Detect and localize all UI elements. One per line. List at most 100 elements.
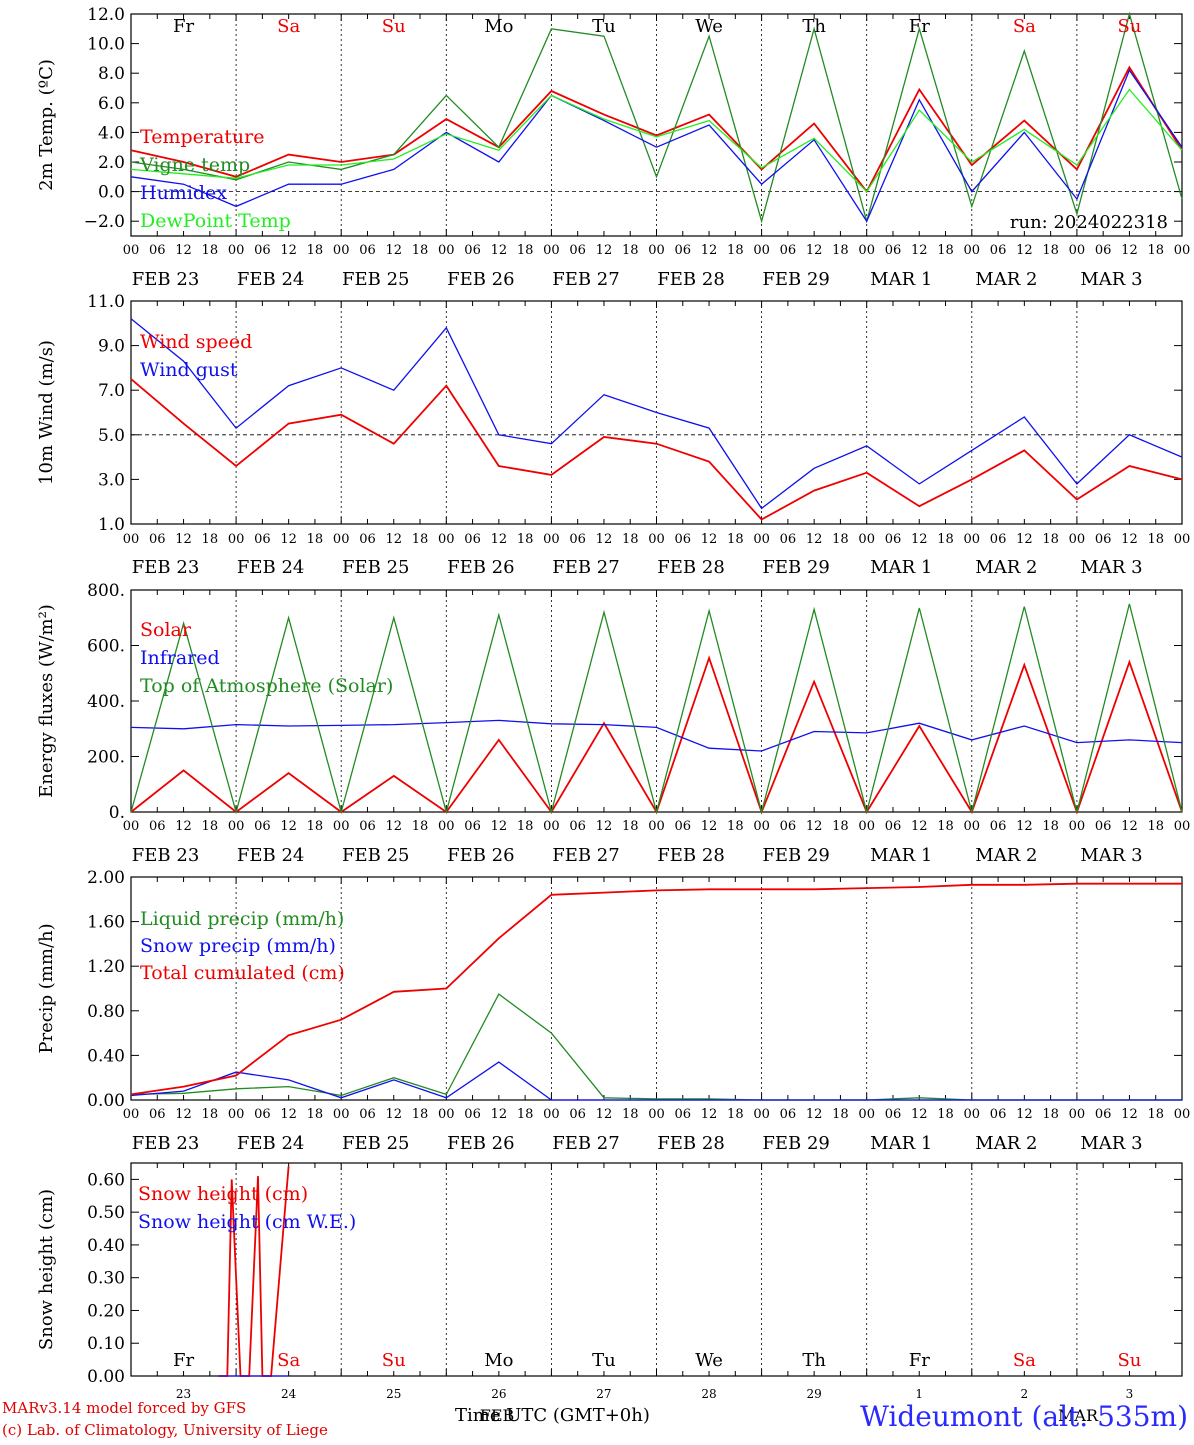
x-hour-label: 06 bbox=[885, 1107, 902, 1122]
x-hour-label: 18 bbox=[727, 819, 744, 834]
y-tick-label: 600. bbox=[87, 637, 125, 657]
x-hour-label: 06 bbox=[990, 243, 1007, 258]
day-of-week-label: Th bbox=[802, 16, 826, 37]
x-hour-label: 06 bbox=[1095, 819, 1112, 834]
x-hour-label: 00 bbox=[1069, 1107, 1086, 1122]
date-label: FEB 24 bbox=[237, 1133, 304, 1154]
day-of-week-label: Tu bbox=[592, 16, 616, 37]
x-hour-label: 06 bbox=[464, 243, 481, 258]
date-label: FEB 29 bbox=[762, 269, 829, 290]
day-of-week-label: Sa bbox=[277, 16, 300, 37]
x-hour-label: 06 bbox=[569, 819, 586, 834]
day-of-week-label: Fr bbox=[173, 16, 194, 37]
x-hour-label: 00 bbox=[648, 1107, 665, 1122]
legend-entry: Humidex bbox=[140, 182, 227, 204]
date-label: FEB 25 bbox=[342, 1133, 409, 1154]
series-line bbox=[130, 318, 1183, 510]
date-label: MAR 1 bbox=[870, 557, 932, 578]
x-hour-label: 06 bbox=[569, 1107, 586, 1122]
y-tick-label: 3.0 bbox=[98, 470, 125, 490]
date-label: FEB 24 bbox=[237, 269, 304, 290]
x-hour-label: 12 bbox=[806, 1107, 823, 1122]
y-tick-label: 2.00 bbox=[87, 868, 125, 888]
y-tick-label: 0.00 bbox=[87, 1091, 125, 1111]
day-of-week-label: Su bbox=[382, 1350, 406, 1371]
x-hour-label: 12 bbox=[596, 819, 613, 834]
date-label: MAR 2 bbox=[975, 557, 1037, 578]
bottom-day-number: 26 bbox=[491, 1387, 506, 1401]
x-hour-label: 12 bbox=[385, 1107, 402, 1122]
x-hour-label: 00 bbox=[858, 243, 875, 258]
x-hour-label: 00 bbox=[543, 532, 560, 547]
legend-entry: DewPoint Temp bbox=[140, 210, 291, 232]
y-tick-label: 0.60 bbox=[87, 1170, 125, 1190]
x-hour-label: 06 bbox=[149, 1107, 166, 1122]
bottom-day-number: 2 bbox=[1021, 1387, 1029, 1401]
day-of-week-label: Su bbox=[1117, 1350, 1141, 1371]
x-hour-label: 00 bbox=[1174, 532, 1191, 547]
legend-entry: Snow precip (mm/h) bbox=[140, 935, 336, 957]
legend-entry: Wind speed bbox=[140, 331, 252, 353]
y-axis-label: Precip (mm/h) bbox=[36, 923, 57, 1053]
x-hour-label: 00 bbox=[228, 243, 245, 258]
x-hour-label: 00 bbox=[858, 532, 875, 547]
x-hour-label: 18 bbox=[1042, 532, 1059, 547]
x-hour-label: 18 bbox=[517, 243, 534, 258]
x-hour-label: 18 bbox=[937, 243, 954, 258]
x-hour-label: 06 bbox=[885, 243, 902, 258]
day-of-week-label: Sa bbox=[1013, 1350, 1036, 1371]
x-hour-label: 06 bbox=[464, 532, 481, 547]
x-hour-label: 06 bbox=[780, 243, 797, 258]
y-axis-label: Energy fluxes (W/m²) bbox=[36, 604, 57, 798]
x-hour-label: 18 bbox=[307, 243, 324, 258]
x-hour-label: 18 bbox=[412, 532, 429, 547]
x-hour-label: 06 bbox=[885, 532, 902, 547]
date-label: MAR 2 bbox=[975, 269, 1037, 290]
x-hour-label: 00 bbox=[1069, 819, 1086, 834]
x-hour-label: 18 bbox=[832, 243, 849, 258]
series-line bbox=[130, 68, 1183, 223]
x-hour-label: 12 bbox=[596, 1107, 613, 1122]
date-label: MAR 3 bbox=[1080, 269, 1142, 290]
x-hour-label: 18 bbox=[832, 532, 849, 547]
y-tick-label: 0.80 bbox=[87, 1002, 125, 1022]
x-hour-label: 18 bbox=[937, 532, 954, 547]
legend-entry: Snow height (cm) bbox=[138, 1183, 308, 1205]
x-hour-label: 12 bbox=[385, 243, 402, 258]
x-hour-label: 06 bbox=[359, 819, 376, 834]
axis-month-right: MAR bbox=[1058, 1406, 1099, 1425]
x-hour-label: 00 bbox=[123, 243, 140, 258]
x-hour-label: 00 bbox=[438, 243, 455, 258]
bottom-day-number: 29 bbox=[807, 1387, 822, 1401]
x-hour-label: 00 bbox=[753, 819, 770, 834]
x-hour-label: 00 bbox=[648, 532, 665, 547]
x-hour-label: 00 bbox=[123, 532, 140, 547]
date-label: MAR 1 bbox=[870, 269, 932, 290]
y-tick-label: 0.50 bbox=[87, 1203, 125, 1223]
x-hour-label: 18 bbox=[412, 819, 429, 834]
legend-entry: Liquid precip (mm/h) bbox=[140, 908, 344, 930]
x-hour-label: 06 bbox=[780, 1107, 797, 1122]
x-hour-label: 12 bbox=[1121, 243, 1138, 258]
x-hour-label: 06 bbox=[990, 819, 1007, 834]
x-hour-label: 18 bbox=[622, 1107, 639, 1122]
x-hour-label: 06 bbox=[675, 243, 692, 258]
date-label: FEB 26 bbox=[447, 269, 514, 290]
date-label: FEB 27 bbox=[552, 1133, 619, 1154]
x-hour-label: 18 bbox=[832, 1107, 849, 1122]
x-hour-label: 18 bbox=[517, 819, 534, 834]
y-tick-label: 0.0 bbox=[98, 183, 125, 203]
x-hour-label: 00 bbox=[228, 532, 245, 547]
x-hour-label: 18 bbox=[937, 1107, 954, 1122]
day-of-week-label: Mo bbox=[484, 16, 513, 37]
y-tick-label: 200. bbox=[87, 748, 125, 768]
x-hour-label: 18 bbox=[517, 532, 534, 547]
date-label: MAR 1 bbox=[870, 1133, 932, 1154]
x-hour-label: 06 bbox=[990, 1107, 1007, 1122]
x-hour-label: 00 bbox=[1174, 1107, 1191, 1122]
x-hour-label: 06 bbox=[464, 819, 481, 834]
x-hour-label: 12 bbox=[175, 243, 192, 258]
date-label: FEB 27 bbox=[552, 845, 619, 866]
x-hour-label: 18 bbox=[1147, 243, 1164, 258]
y-tick-label: 0.40 bbox=[87, 1046, 125, 1066]
